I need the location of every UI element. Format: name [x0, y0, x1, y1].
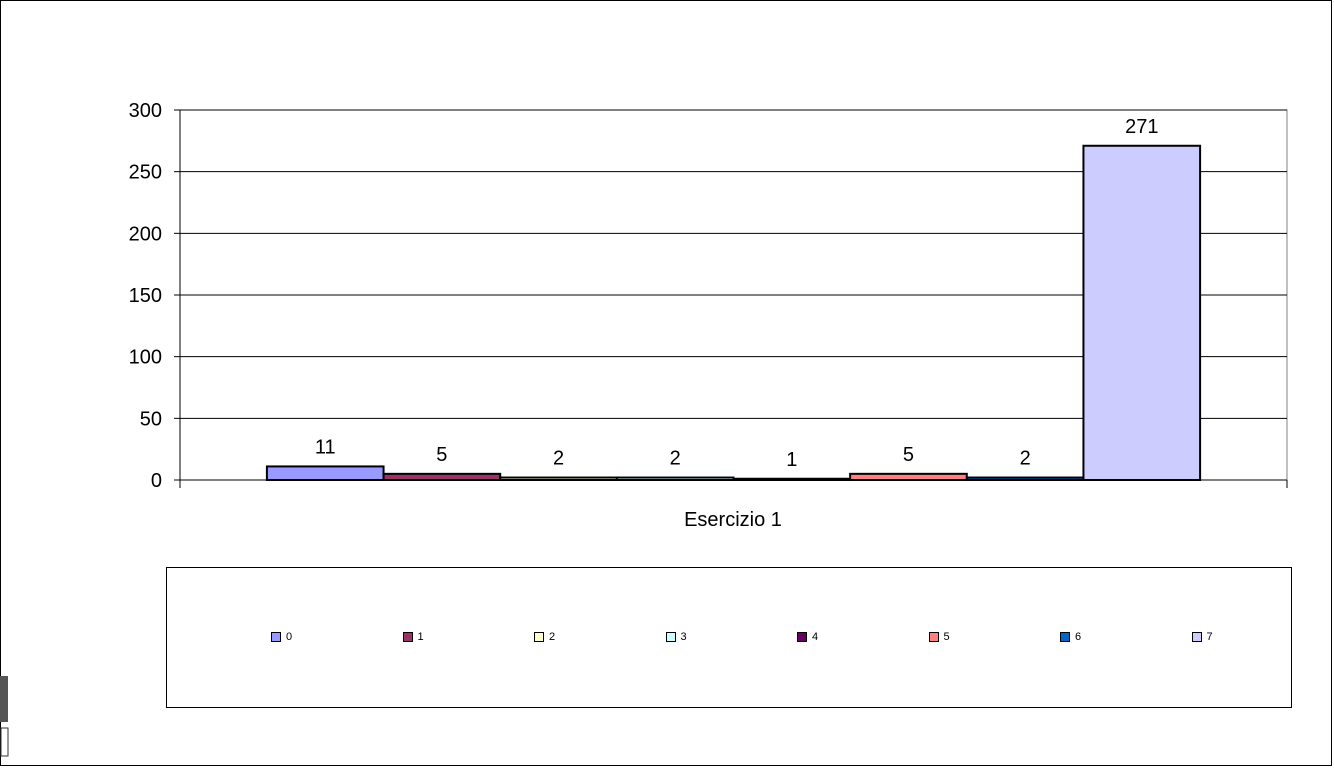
y-tick-label: 100 — [129, 347, 162, 369]
bar-series-1 — [382, 472, 502, 482]
legend-item-0: 0 — [271, 631, 292, 643]
data-label-series-6: 2 — [1020, 448, 1031, 470]
legend-item-5: 5 — [928, 631, 950, 643]
legend-label: 0 — [286, 631, 293, 643]
data-label-series-5: 5 — [903, 444, 914, 466]
legend-swatch — [534, 632, 544, 642]
legend-label: 2 — [549, 631, 556, 643]
y-tick-label: 200 — [129, 223, 162, 245]
legend-swatch — [271, 632, 281, 642]
legend: 0 1 2 3 4 5 6 7 — [166, 567, 1292, 708]
legend-item-2: 2 — [534, 631, 555, 643]
legend-item-1: 1 — [402, 631, 424, 643]
x-axis-title: Esercizio 1 — [684, 509, 782, 531]
legend-label: 7 — [1206, 631, 1213, 643]
legend-label: 3 — [680, 631, 687, 643]
legend-item-7: 7 — [1191, 631, 1213, 643]
legend-swatch — [1191, 632, 1202, 642]
bar-series-0 — [265, 465, 385, 481]
y-tick-label: 150 — [129, 285, 162, 307]
data-label-series-2: 2 — [553, 448, 564, 470]
legend-swatch — [665, 632, 676, 642]
data-label-series-7: 271 — [1125, 116, 1158, 138]
legend-item-3: 3 — [665, 631, 687, 643]
legend-label: 1 — [417, 631, 424, 643]
legend-swatch — [1060, 632, 1070, 642]
bar-series-5 — [849, 472, 968, 482]
legend-label: 5 — [943, 631, 950, 643]
legend-item-6: 6 — [1060, 631, 1081, 643]
y-tick-label: 250 — [129, 162, 162, 184]
data-label-series-0: 11 — [315, 436, 336, 458]
bar-series-7 — [1082, 144, 1202, 481]
legend-swatch — [797, 632, 807, 642]
data-label-series-1: 5 — [436, 444, 447, 466]
bars — [265, 144, 1202, 482]
data-labels: 11 5 2 2 1 5 2 271 — [315, 116, 1159, 471]
corner-logo-icon — [0, 676, 9, 757]
legend-label: 4 — [812, 631, 819, 643]
data-label-series-4: 1 — [786, 449, 797, 471]
y-tick-label: 300 — [129, 100, 162, 122]
legend-swatch — [928, 632, 939, 642]
legend-swatch — [402, 632, 413, 642]
y-tick-label: 50 — [140, 408, 162, 430]
legend-label: 6 — [1075, 631, 1082, 643]
y-tick-label: 0 — [151, 470, 162, 492]
axes: 0 50 100 150 200 250 300 — [129, 100, 1288, 492]
legend-item-4: 4 — [797, 631, 818, 643]
data-label-series-3: 2 — [670, 448, 681, 470]
